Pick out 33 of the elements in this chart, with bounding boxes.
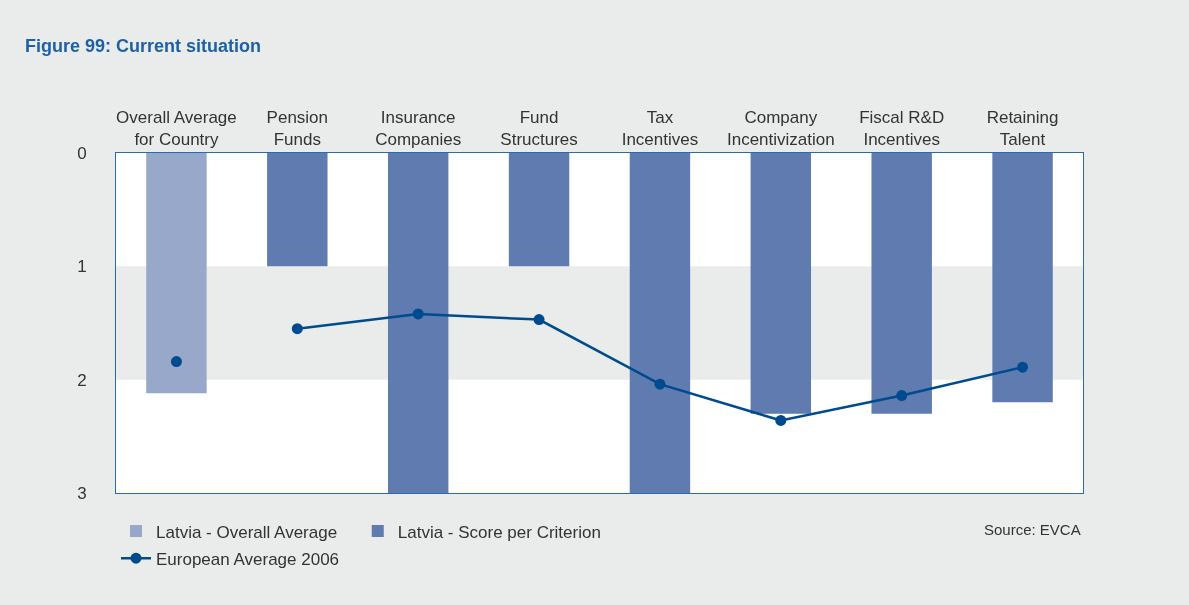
bar bbox=[992, 153, 1053, 403]
point bbox=[896, 390, 908, 402]
bar bbox=[750, 153, 812, 414]
point bbox=[1017, 361, 1029, 373]
point bbox=[170, 356, 182, 368]
point bbox=[412, 308, 424, 320]
bar bbox=[267, 153, 328, 267]
x-tick-label: Company Incentivization bbox=[726, 108, 835, 150]
x-tick-label: Retaining Talent bbox=[986, 108, 1059, 150]
x-tick-label: Overall Average for Country bbox=[116, 108, 237, 150]
point bbox=[775, 414, 787, 426]
bar bbox=[629, 153, 691, 493]
y-tick-label: 0 bbox=[77, 143, 87, 163]
chart-title: Figure 99: Current situation bbox=[24, 35, 261, 56]
legend-label: European Average 2006 bbox=[156, 549, 340, 569]
x-tick-label: Fiscal R&D Incentives bbox=[859, 108, 945, 150]
source-note: Source: EVCA bbox=[984, 521, 1081, 538]
x-tick-label: Insurance Companies bbox=[375, 108, 462, 150]
bar bbox=[387, 153, 449, 493]
bar bbox=[146, 153, 207, 394]
bar bbox=[508, 153, 570, 267]
legend-label: Latvia - Overall Average bbox=[156, 522, 338, 542]
x-tick-label: Tax Incentives bbox=[621, 108, 699, 150]
y-tick-label: 2 bbox=[77, 370, 87, 390]
x-tick-label: Pension Funds bbox=[266, 108, 329, 150]
y-tick-label: 3 bbox=[77, 483, 87, 503]
legend-label: Latvia - Score per Criterion bbox=[397, 522, 601, 542]
point bbox=[533, 314, 545, 326]
point bbox=[654, 378, 666, 390]
x-tick-label: Fund Structures bbox=[500, 108, 578, 150]
point bbox=[291, 323, 303, 335]
bar bbox=[871, 153, 932, 414]
y-tick-label: 1 bbox=[77, 257, 87, 277]
